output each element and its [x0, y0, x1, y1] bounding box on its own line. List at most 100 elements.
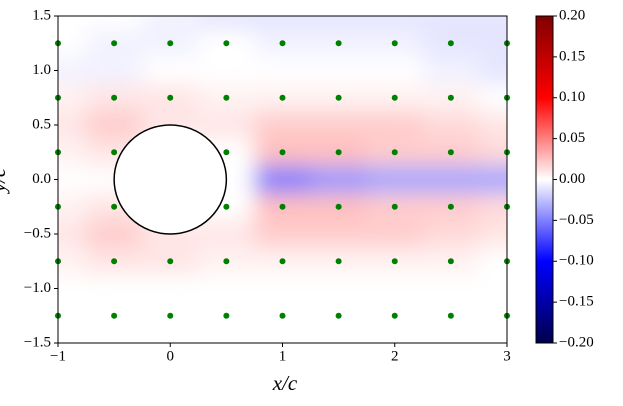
probe-point — [447, 203, 454, 210]
field-cell — [198, 329, 255, 343]
probe-point — [447, 40, 454, 47]
field-cell — [422, 220, 480, 249]
cylinder — [113, 124, 228, 235]
field-cell — [142, 274, 199, 303]
probe-point — [335, 312, 342, 319]
field-cell — [58, 29, 87, 58]
field-cell — [478, 193, 507, 221]
field-cell — [478, 56, 507, 85]
field-cell — [422, 165, 480, 194]
field-cell — [86, 56, 143, 85]
probe-point — [167, 40, 174, 47]
field-cell — [478, 29, 507, 58]
probe-point — [335, 203, 342, 210]
y-tick-label: −1.5 — [24, 334, 51, 350]
x-tick-label: 3 — [503, 348, 511, 364]
probe-point — [279, 258, 286, 265]
probe-point — [223, 203, 230, 210]
probe-point — [335, 258, 342, 265]
field-cell — [86, 111, 143, 140]
field-cell — [58, 247, 87, 276]
field-cell — [254, 165, 312, 194]
field-cell — [198, 111, 255, 140]
field-cell — [366, 165, 424, 194]
field-cell — [142, 16, 199, 31]
probe-point — [167, 312, 174, 319]
field-cell — [58, 138, 87, 167]
field-cell — [58, 16, 87, 31]
field-cell — [86, 329, 143, 343]
field-cell — [58, 220, 87, 249]
field-cell — [58, 329, 87, 343]
colorbar-tick-label: −0.10 — [559, 253, 594, 269]
probe-point — [391, 149, 398, 156]
field-cell — [478, 138, 507, 167]
probe-point — [223, 94, 230, 101]
field-cell — [422, 56, 480, 85]
field-cell — [254, 56, 312, 85]
probe-point — [167, 94, 174, 101]
colorbar-tick-label: 0.20 — [559, 7, 585, 23]
probe-point — [391, 203, 398, 210]
colorbar-tick-label: 0.05 — [559, 130, 585, 146]
probe-point — [167, 258, 174, 265]
field-cell — [478, 302, 507, 330]
field-cell — [366, 329, 424, 343]
field — [58, 16, 507, 343]
field-cell — [86, 16, 143, 31]
probe-point — [279, 312, 286, 319]
probe-point — [279, 203, 286, 210]
field-cell — [422, 274, 480, 303]
field-cell — [142, 56, 199, 85]
field-cell — [366, 56, 424, 85]
field-cell — [198, 56, 255, 85]
field-cell — [422, 329, 480, 343]
probe-point — [111, 258, 118, 265]
probe-point — [111, 312, 118, 319]
probe-point — [391, 40, 398, 47]
field-cell — [310, 111, 368, 140]
field-cell — [310, 220, 368, 249]
field-cell — [254, 220, 312, 249]
colorbar-tick-label: 0.15 — [559, 48, 585, 64]
probe-point — [391, 94, 398, 101]
probe-point — [335, 149, 342, 156]
probe-point — [335, 94, 342, 101]
field-cell — [58, 56, 87, 85]
field-cell — [254, 16, 312, 31]
x-tick-label: 1 — [279, 348, 287, 364]
field-cell — [310, 329, 368, 343]
field-cell — [310, 16, 368, 31]
probe-point — [447, 258, 454, 265]
colorbar-tick-label: 0.00 — [559, 171, 585, 187]
probe-point — [223, 149, 230, 156]
field-cell — [310, 274, 368, 303]
probe-point — [111, 149, 118, 156]
field-cell — [58, 193, 87, 221]
field-cell — [310, 56, 368, 85]
overlay — [55, 40, 510, 319]
field-cell — [478, 111, 507, 140]
colorbar-tick-label: 0.10 — [559, 89, 585, 105]
field-cell — [366, 274, 424, 303]
x-tick-label: −1 — [50, 348, 66, 364]
field-cell — [478, 274, 507, 303]
y-tick-label: 0.0 — [32, 171, 51, 187]
field-cell — [254, 274, 312, 303]
probe-point — [223, 312, 230, 319]
y-tick-label: −0.5 — [24, 225, 51, 241]
field-cell — [422, 16, 480, 31]
colorbar-tick-label: −0.15 — [559, 294, 594, 310]
y-tick-label: 1.0 — [32, 62, 51, 78]
field-cell — [86, 220, 143, 249]
probe-point — [447, 312, 454, 319]
field-cell — [142, 329, 199, 343]
y-tick-label: 1.5 — [32, 7, 51, 23]
field-cell — [310, 165, 368, 194]
field-cell — [478, 329, 507, 343]
probe-point — [111, 203, 118, 210]
field-cell — [478, 84, 507, 112]
probe-point — [111, 94, 118, 101]
probe-point — [279, 94, 286, 101]
